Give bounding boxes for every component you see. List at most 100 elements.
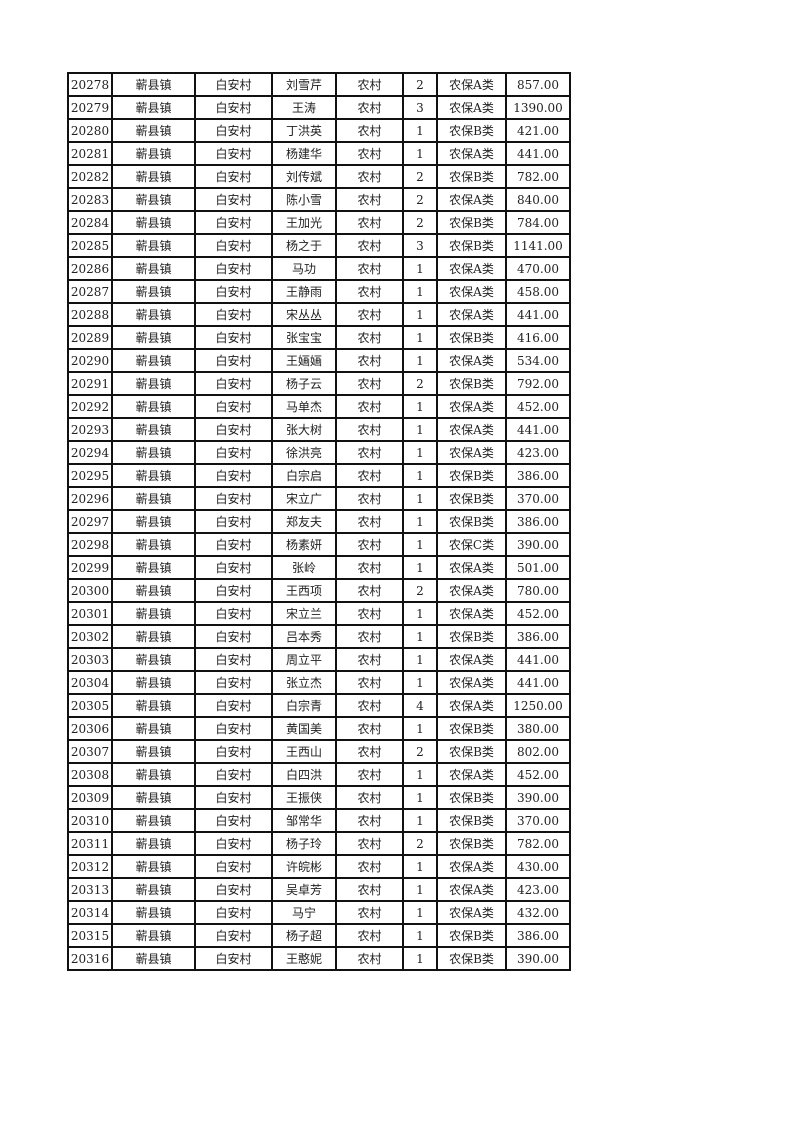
cell-town: 蕲县镇 bbox=[111, 716, 196, 741]
cell-member-count: 1 bbox=[402, 716, 438, 741]
cell-insurance-category: 农保B类 bbox=[436, 831, 507, 856]
cell-record-id: 20305 bbox=[67, 693, 113, 718]
cell-name: 杨子云 bbox=[271, 371, 337, 396]
cell-record-id: 20291 bbox=[67, 371, 113, 396]
cell-village: 白安村 bbox=[194, 164, 273, 189]
cell-village: 白安村 bbox=[194, 394, 273, 419]
cell-member-count: 1 bbox=[402, 877, 438, 902]
cell-member-count: 1 bbox=[402, 946, 438, 971]
cell-insurance-category: 农保B类 bbox=[436, 785, 507, 810]
cell-village: 白安村 bbox=[194, 808, 273, 833]
cell-village: 白安村 bbox=[194, 624, 273, 649]
cell-town: 蕲县镇 bbox=[111, 95, 196, 120]
cell-amount: 840.00 bbox=[505, 187, 571, 212]
cell-insurance-category: 农保B类 bbox=[436, 486, 507, 511]
cell-name: 白宗启 bbox=[271, 463, 337, 488]
table-row: 20300 蕲县镇 白安村 王西项 农村 2 农保A类 780.00 bbox=[67, 578, 571, 603]
cell-amount: 390.00 bbox=[505, 785, 571, 810]
cell-amount: 470.00 bbox=[505, 256, 571, 281]
cell-town: 蕲县镇 bbox=[111, 118, 196, 143]
cell-town: 蕲县镇 bbox=[111, 877, 196, 902]
cell-amount: 441.00 bbox=[505, 647, 571, 672]
table-row: 20308 蕲县镇 白安村 白四洪 农村 1 农保A类 452.00 bbox=[67, 762, 571, 787]
table-row: 20285 蕲县镇 白安村 杨之于 农村 3 农保B类 1141.00 bbox=[67, 233, 571, 258]
cell-insurance-category: 农保C类 bbox=[436, 532, 507, 557]
cell-town: 蕲县镇 bbox=[111, 187, 196, 212]
cell-amount: 390.00 bbox=[505, 946, 571, 971]
cell-name: 王涛 bbox=[271, 95, 337, 120]
cell-member-count: 1 bbox=[402, 256, 438, 281]
cell-insurance-category: 农保A类 bbox=[436, 417, 507, 442]
cell-town: 蕲县镇 bbox=[111, 325, 196, 350]
cell-household-type: 农村 bbox=[335, 601, 404, 626]
table-row: 20291 蕲县镇 白安村 杨子云 农村 2 农保B类 792.00 bbox=[67, 371, 571, 396]
cell-member-count: 1 bbox=[402, 486, 438, 511]
cell-village: 白安村 bbox=[194, 118, 273, 143]
cell-insurance-category: 农保B类 bbox=[436, 923, 507, 948]
table-row: 20316 蕲县镇 白安村 王憨妮 农村 1 农保B类 390.00 bbox=[67, 946, 571, 971]
cell-village: 白安村 bbox=[194, 923, 273, 948]
cell-name: 杨子玲 bbox=[271, 831, 337, 856]
cell-member-count: 1 bbox=[402, 624, 438, 649]
cell-amount: 423.00 bbox=[505, 877, 571, 902]
cell-household-type: 农村 bbox=[335, 739, 404, 764]
cell-town: 蕲县镇 bbox=[111, 624, 196, 649]
cell-member-count: 1 bbox=[402, 463, 438, 488]
cell-name: 宋丛丛 bbox=[271, 302, 337, 327]
cell-record-id: 20311 bbox=[67, 831, 113, 856]
cell-member-count: 2 bbox=[402, 739, 438, 764]
table-row: 20293 蕲县镇 白安村 张大树 农村 1 农保A类 441.00 bbox=[67, 417, 571, 442]
cell-household-type: 农村 bbox=[335, 831, 404, 856]
cell-member-count: 1 bbox=[402, 394, 438, 419]
cell-town: 蕲县镇 bbox=[111, 808, 196, 833]
cell-amount: 784.00 bbox=[505, 210, 571, 235]
cell-name: 吕本秀 bbox=[271, 624, 337, 649]
cell-household-type: 农村 bbox=[335, 417, 404, 442]
cell-member-count: 1 bbox=[402, 601, 438, 626]
cell-household-type: 农村 bbox=[335, 578, 404, 603]
cell-village: 白安村 bbox=[194, 877, 273, 902]
cell-household-type: 农村 bbox=[335, 946, 404, 971]
cell-village: 白安村 bbox=[194, 348, 273, 373]
cell-member-count: 1 bbox=[402, 555, 438, 580]
subsidy-table: 20278 蕲县镇 白安村 刘雪芹 农村 2 农保A类 857.00 20279 蕲县镇 白安村 王涛… bbox=[67, 72, 571, 971]
cell-village: 白安村 bbox=[194, 210, 273, 235]
cell-amount: 501.00 bbox=[505, 555, 571, 580]
cell-record-id: 20280 bbox=[67, 118, 113, 143]
cell-amount: 782.00 bbox=[505, 164, 571, 189]
cell-name: 杨之于 bbox=[271, 233, 337, 258]
table-row: 20310 蕲县镇 白安村 邹常华 农村 1 农保B类 370.00 bbox=[67, 808, 571, 833]
cell-village: 白安村 bbox=[194, 716, 273, 741]
cell-household-type: 农村 bbox=[335, 693, 404, 718]
cell-town: 蕲县镇 bbox=[111, 670, 196, 695]
cell-household-type: 农村 bbox=[335, 187, 404, 212]
cell-amount: 1250.00 bbox=[505, 693, 571, 718]
cell-insurance-category: 农保A类 bbox=[436, 348, 507, 373]
cell-amount: 441.00 bbox=[505, 670, 571, 695]
cell-record-id: 20306 bbox=[67, 716, 113, 741]
cell-name: 宋立兰 bbox=[271, 601, 337, 626]
cell-town: 蕲县镇 bbox=[111, 831, 196, 856]
cell-village: 白安村 bbox=[194, 463, 273, 488]
cell-amount: 430.00 bbox=[505, 854, 571, 879]
cell-town: 蕲县镇 bbox=[111, 923, 196, 948]
cell-record-id: 20313 bbox=[67, 877, 113, 902]
cell-insurance-category: 农保B类 bbox=[436, 325, 507, 350]
cell-name: 张岭 bbox=[271, 555, 337, 580]
cell-name: 张宝宝 bbox=[271, 325, 337, 350]
cell-town: 蕲县镇 bbox=[111, 463, 196, 488]
cell-amount: 380.00 bbox=[505, 716, 571, 741]
cell-name: 郑友夫 bbox=[271, 509, 337, 534]
cell-insurance-category: 农保B类 bbox=[436, 624, 507, 649]
cell-insurance-category: 农保B类 bbox=[436, 509, 507, 534]
cell-town: 蕲县镇 bbox=[111, 762, 196, 787]
cell-town: 蕲县镇 bbox=[111, 578, 196, 603]
cell-record-id: 20315 bbox=[67, 923, 113, 948]
cell-village: 白安村 bbox=[194, 187, 273, 212]
cell-household-type: 农村 bbox=[335, 440, 404, 465]
cell-town: 蕲县镇 bbox=[111, 555, 196, 580]
cell-record-id: 20310 bbox=[67, 808, 113, 833]
table-row: 20298 蕲县镇 白安村 杨素妍 农村 1 农保C类 390.00 bbox=[67, 532, 571, 557]
cell-member-count: 2 bbox=[402, 72, 438, 97]
cell-town: 蕲县镇 bbox=[111, 256, 196, 281]
